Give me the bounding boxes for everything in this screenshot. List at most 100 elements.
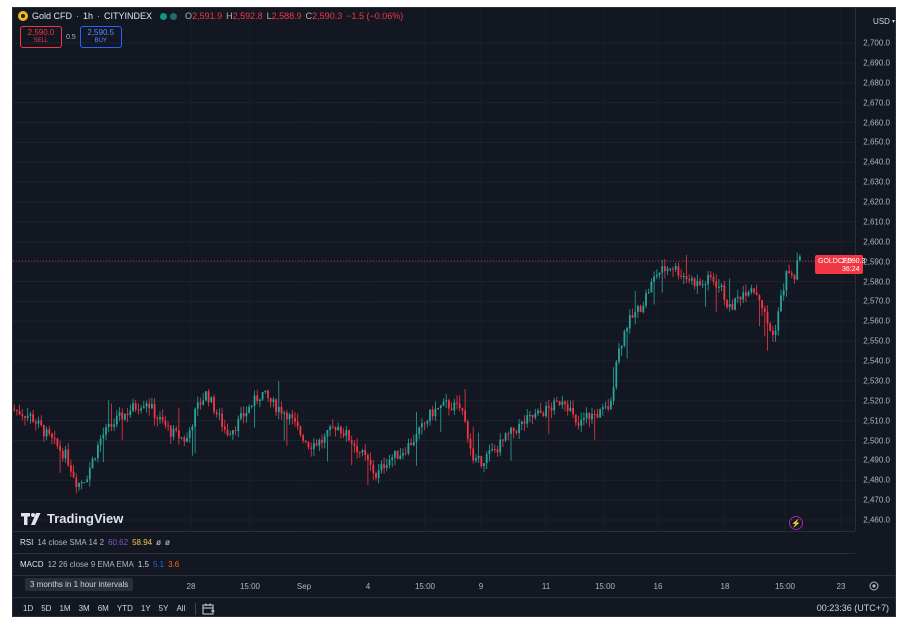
candle-body[interactable]	[218, 413, 221, 415]
candle-body[interactable]	[691, 278, 693, 281]
candle-body[interactable]	[777, 311, 780, 331]
candle-body[interactable]	[318, 439, 321, 446]
candle-body[interactable]	[723, 285, 726, 301]
candle-body[interactable]	[121, 412, 124, 420]
candle-body[interactable]	[148, 403, 151, 409]
candle-body[interactable]	[596, 413, 599, 418]
candle-body[interactable]	[223, 426, 226, 430]
candle-body[interactable]	[232, 430, 234, 435]
candle-body[interactable]	[739, 297, 742, 300]
candle-body[interactable]	[604, 406, 607, 408]
candle-body[interactable]	[645, 293, 647, 306]
candle-body[interactable]	[520, 421, 523, 424]
range-button-6m[interactable]: 6M	[97, 604, 109, 613]
candle-body[interactable]	[480, 455, 483, 467]
range-button-all[interactable]: All	[176, 604, 186, 613]
candle-body[interactable]	[99, 438, 102, 445]
candle-body[interactable]	[620, 345, 623, 349]
candle-body[interactable]	[91, 458, 94, 469]
candle-body[interactable]	[734, 298, 736, 310]
candle-body[interactable]	[396, 450, 399, 459]
candle-body[interactable]	[531, 414, 534, 418]
candle-body[interactable]	[70, 465, 72, 472]
candle-body[interactable]	[472, 448, 475, 461]
candle-body[interactable]	[340, 426, 342, 434]
macd-legend[interactable]: MACD 12 26 close 9 EMA EMA 1.5 5.1 3.6	[13, 553, 855, 575]
candle-body[interactable]	[677, 266, 680, 276]
candle-body[interactable]	[718, 286, 720, 288]
candle-body[interactable]	[321, 439, 323, 443]
candle-body[interactable]	[326, 430, 329, 437]
candle-body[interactable]	[331, 426, 334, 428]
candle-body[interactable]	[43, 425, 45, 437]
candle-body[interactable]	[553, 400, 556, 411]
candle-body[interactable]	[169, 426, 172, 437]
candle-body[interactable]	[110, 423, 113, 427]
candle-body[interactable]	[558, 401, 561, 405]
candle-body[interactable]	[485, 453, 488, 464]
candle-body[interactable]	[626, 328, 628, 332]
rsi-legend[interactable]: RSI 14 close SMA 14 2 60.62 58.94 ø ø	[13, 531, 855, 553]
candle-body[interactable]	[64, 449, 67, 459]
range-button-1y[interactable]: 1Y	[140, 604, 151, 613]
candle-body[interactable]	[237, 418, 240, 431]
candle-body[interactable]	[434, 408, 437, 417]
candle-body[interactable]	[693, 278, 696, 287]
candle-body[interactable]	[394, 450, 396, 458]
candle-body[interactable]	[448, 400, 450, 409]
candle-body[interactable]	[707, 275, 709, 285]
candle-body[interactable]	[86, 479, 88, 483]
candle-body[interactable]	[221, 413, 223, 427]
candle-body[interactable]	[491, 449, 493, 451]
candle-body[interactable]	[242, 413, 245, 417]
candle-body[interactable]	[156, 417, 159, 420]
candle-body[interactable]	[188, 430, 191, 438]
candle-body[interactable]	[712, 276, 715, 282]
candle-body[interactable]	[561, 401, 564, 405]
candle-body[interactable]	[415, 433, 418, 443]
candle-body[interactable]	[504, 433, 507, 441]
candle-body[interactable]	[261, 392, 264, 400]
candle-body[interactable]	[666, 268, 669, 272]
candle-body[interactable]	[361, 450, 364, 453]
candle-body[interactable]	[685, 275, 688, 280]
candle-body[interactable]	[618, 348, 620, 362]
candle-body[interactable]	[758, 295, 761, 301]
candle-body[interactable]	[612, 387, 615, 401]
candle-body[interactable]	[493, 449, 496, 451]
candle-body[interactable]	[736, 297, 739, 299]
candle-body[interactable]	[653, 276, 655, 282]
candle-body[interactable]	[510, 427, 512, 434]
candle-body[interactable]	[539, 410, 542, 413]
date-range-icon[interactable]	[202, 603, 216, 615]
candle-body[interactable]	[639, 306, 642, 313]
candle-body[interactable]	[642, 305, 645, 313]
candle-body[interactable]	[358, 452, 361, 454]
candle-body[interactable]	[302, 435, 304, 441]
candle-body[interactable]	[329, 426, 331, 431]
candle-body[interactable]	[699, 280, 701, 286]
candle-body[interactable]	[207, 391, 210, 403]
candle-body[interactable]	[151, 404, 153, 409]
candle-body[interactable]	[199, 402, 202, 405]
candle-body[interactable]	[547, 405, 550, 408]
range-button-ytd[interactable]: YTD	[116, 604, 133, 613]
candle-body[interactable]	[337, 426, 340, 431]
candle-body[interactable]	[426, 421, 429, 424]
candle-body[interactable]	[475, 458, 477, 461]
candle-body[interactable]	[245, 412, 248, 417]
candle-body[interactable]	[534, 413, 537, 418]
candle-body[interactable]	[205, 391, 207, 401]
candle-body[interactable]	[283, 412, 286, 414]
candle-body[interactable]	[763, 308, 766, 312]
candle-body[interactable]	[402, 453, 404, 456]
candle-body[interactable]	[259, 399, 261, 402]
candle-body[interactable]	[240, 413, 242, 419]
candle-body[interactable]	[523, 421, 526, 424]
candle-body[interactable]	[483, 463, 485, 467]
candle-body[interactable]	[167, 425, 169, 427]
candle-body[interactable]	[499, 439, 502, 453]
candle-body[interactable]	[421, 423, 423, 428]
candle-body[interactable]	[445, 400, 448, 402]
candle-body[interactable]	[256, 395, 259, 402]
